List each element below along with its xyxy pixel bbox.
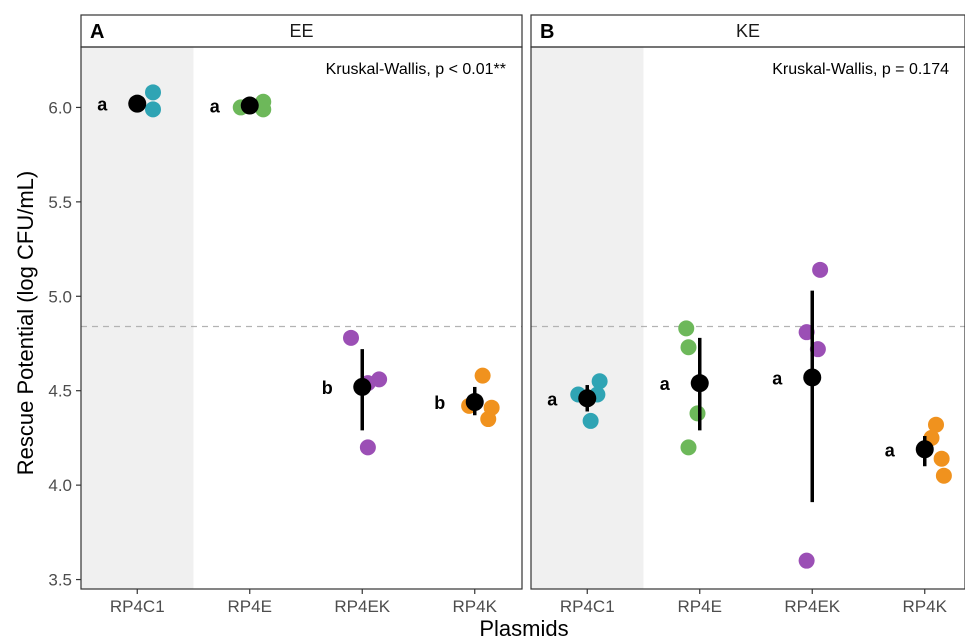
data-point: [812, 261, 829, 278]
y-tick-label: 4.5: [48, 382, 72, 401]
facet-strip: [80, 14, 523, 48]
data-point: [933, 450, 950, 467]
x-tick-label: RP4C1: [560, 597, 615, 616]
group-letter: a: [547, 389, 558, 409]
panel-a: EE A Kruskal-Wallis, p < 0.01** a a b b RP4C1 RP…: [48, 14, 523, 616]
facet-strip-label: EE: [289, 21, 313, 41]
group-rp4c1: a: [547, 373, 608, 429]
group-rp4e: a: [660, 320, 709, 456]
mean-point: [353, 377, 372, 396]
group-rp4e: a: [210, 93, 272, 118]
mean-point: [803, 368, 822, 387]
panel-border: [530, 46, 965, 590]
mean-point: [128, 94, 147, 113]
x-tick-label: RP4C1: [110, 597, 165, 616]
group-rp4ek: b: [322, 329, 388, 456]
group-letter: b: [322, 378, 333, 398]
group-rp4k: a: [885, 416, 952, 484]
facet-strip-label: KE: [736, 21, 760, 41]
group-letter: a: [210, 97, 221, 117]
data-point: [591, 373, 608, 390]
x-tick-label: RP4E: [678, 597, 722, 616]
x-tick-label: RP4E: [228, 597, 272, 616]
group-letter: b: [434, 393, 445, 413]
panel-border: [80, 46, 523, 590]
data-point: [480, 411, 497, 428]
mean-point: [240, 96, 259, 115]
group-letter: a: [885, 440, 896, 460]
panel-tag: B: [540, 21, 554, 43]
data-point: [582, 412, 599, 429]
shaded-band: [531, 47, 644, 589]
y-axis-title: Rescue Potential (log CFU/mL): [13, 171, 38, 475]
y-tick-label: 3.5: [48, 571, 72, 590]
data-point: [689, 405, 706, 422]
stat-annotation: Kruskal-Wallis, p < 0.01**: [326, 61, 506, 78]
x-tick-label: RP4K: [453, 597, 498, 616]
panel-tag: A: [90, 21, 104, 43]
panels: EE A Kruskal-Wallis, p < 0.01** a a b b RP4C1 RP…: [48, 14, 965, 616]
group-letter: a: [772, 368, 783, 388]
group-rp4ek: a: [772, 261, 829, 569]
y-tick-label: 5.5: [48, 193, 72, 212]
y-tick-label: 5.0: [48, 287, 72, 306]
mean-point: [915, 440, 934, 459]
mean-point: [578, 389, 597, 408]
data-point: [678, 320, 695, 337]
data-point: [928, 416, 944, 433]
data-point: [680, 439, 697, 456]
group-letter: a: [660, 374, 671, 394]
data-point: [255, 101, 272, 118]
group-rp4c1: a: [97, 84, 161, 118]
data-point: [935, 467, 952, 484]
mean-point: [465, 393, 484, 412]
data-point: [145, 84, 161, 101]
y-tick-label: 6.0: [48, 98, 72, 117]
group-rp4k: b: [434, 367, 500, 428]
stat-annotation: Kruskal-Wallis, p = 0.174: [772, 61, 949, 78]
data-point: [474, 367, 491, 384]
data-point: [798, 552, 815, 569]
mean-point: [690, 374, 709, 393]
facet-strip: [530, 14, 965, 48]
data-point: [343, 329, 359, 346]
x-tick-label: RP4EK: [334, 597, 390, 616]
group-letter: a: [97, 95, 108, 115]
x-axis-title: Plasmids: [479, 616, 568, 641]
panel-b: KE B Kruskal-Wallis, p = 0.174 a a a a RP4C1 RP4…: [530, 14, 965, 616]
x-tick-label: RP4EK: [784, 597, 840, 616]
y-tick-label: 4.0: [48, 476, 72, 495]
data-point: [145, 101, 161, 118]
x-tick-label: RP4K: [903, 597, 948, 616]
shaded-band: [81, 47, 194, 589]
data-point: [359, 439, 376, 456]
data-point: [680, 339, 697, 356]
